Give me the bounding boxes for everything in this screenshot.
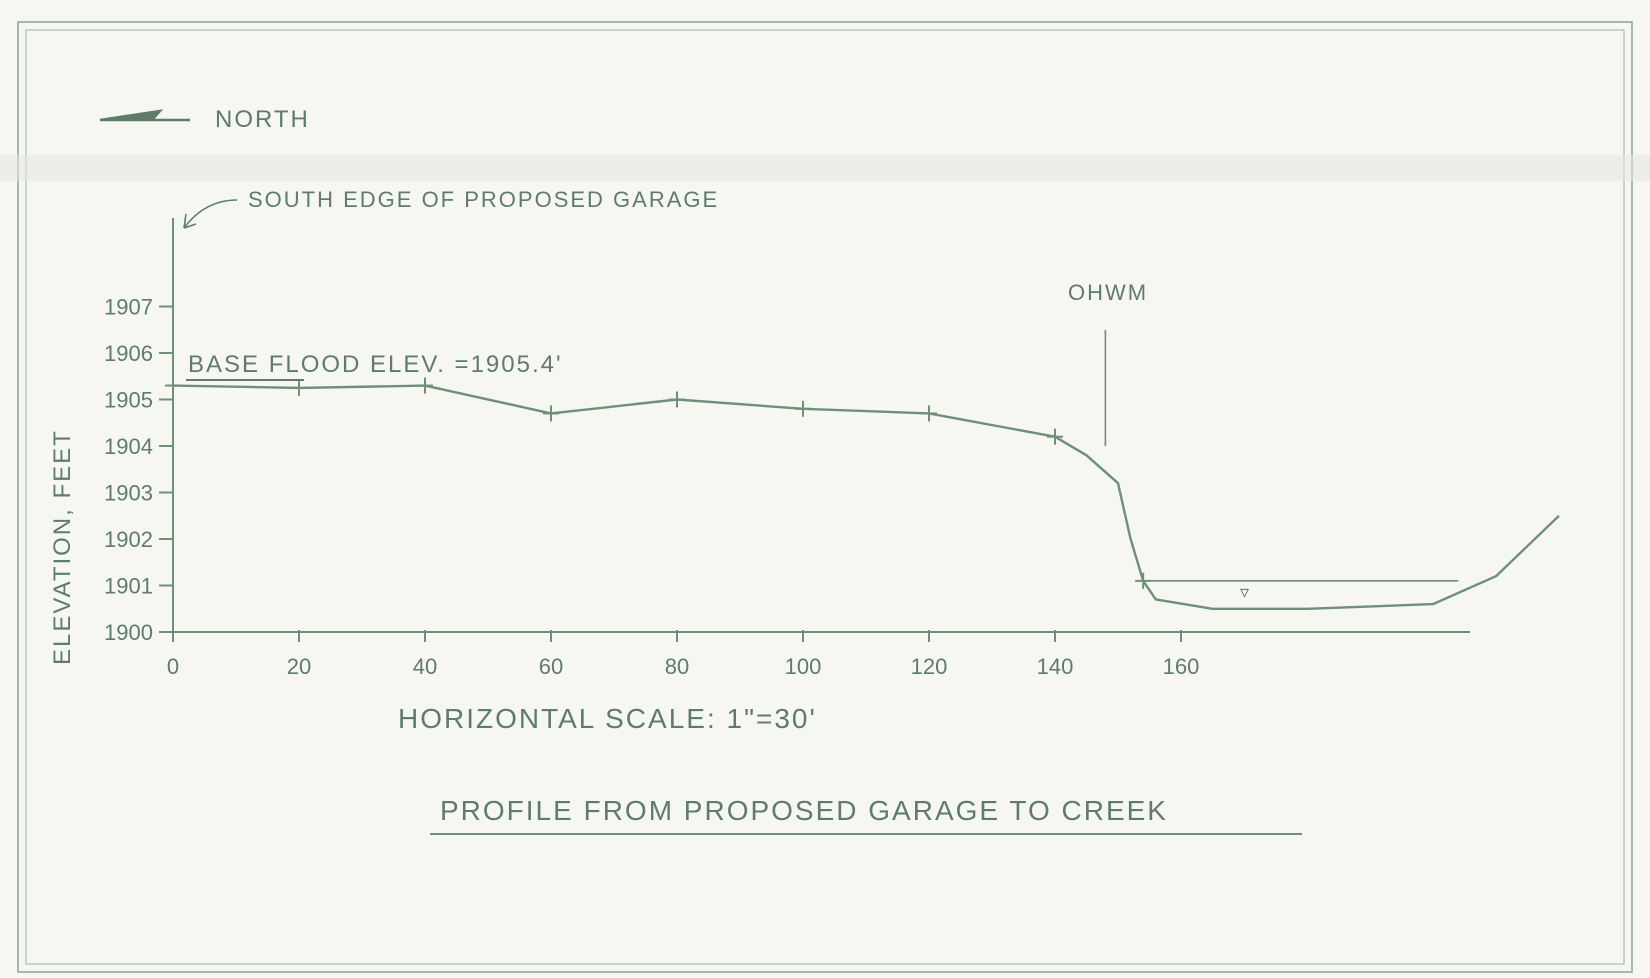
axes [172, 218, 1470, 638]
garage-note-text: SOUTH EDGE OF PROPOSED GARAGE [248, 187, 719, 212]
profile-chart: ELEVATION, FEET 0 20 40 60 80 100 120 140 160 190… [49, 218, 1560, 734]
x-tick-label: 100 [785, 654, 822, 679]
ticks: 0 20 40 60 80 100 120 140 160 1900 1901 1902 1903 190… [104, 295, 1199, 680]
survey-point [1135, 572, 1152, 589]
survey-point [543, 405, 559, 422]
water-symbol-icon: ▿ [1240, 582, 1249, 602]
survey-point [921, 405, 937, 422]
y-tick-label: 1905 [104, 388, 153, 413]
survey-point [165, 377, 181, 394]
x-tick-label: 20 [287, 654, 311, 679]
ohwm-label: OHWM [1068, 280, 1148, 305]
ground-profile [172, 384, 1560, 610]
north-arrow: NORTH [99, 106, 310, 133]
x-tick-label: 120 [911, 654, 948, 679]
x-tick-label: 80 [665, 654, 689, 679]
y-tick-label: 1906 [104, 341, 153, 366]
y-tick-label: 1903 [104, 481, 153, 506]
y-tick-label: 1902 [104, 527, 153, 552]
title-text: PROFILE FROM PROPOSED GARAGE TO CREEK [440, 795, 1168, 826]
garage-note: SOUTH EDGE OF PROPOSED GARAGE [183, 187, 719, 229]
y-tick-label: 1904 [104, 434, 153, 459]
x-tick-label: 40 [413, 654, 437, 679]
reference-lines [1104, 330, 1459, 582]
x-tick-label: 140 [1037, 654, 1074, 679]
survey-point [291, 379, 307, 396]
x-tick-label: 160 [1163, 654, 1200, 679]
survey-point [669, 391, 685, 408]
drawing-title: PROFILE FROM PROPOSED GARAGE TO CREEK [430, 795, 1302, 835]
y-tick-label: 1907 [104, 295, 153, 320]
north-label: NORTH [215, 106, 310, 133]
survey-point [1047, 428, 1063, 445]
y-tick-label: 1901 [104, 574, 153, 599]
x-axis-label: HORIZONTAL SCALE: 1"=30' [398, 703, 817, 734]
y-axis-label: ELEVATION, FEET [49, 429, 76, 665]
x-tick-label: 60 [539, 654, 563, 679]
x-tick-label: 0 [167, 654, 179, 679]
survey-point [795, 400, 811, 417]
survey-points [165, 377, 1152, 589]
y-tick-label: 1900 [104, 620, 153, 645]
ground-profile-line [172, 384, 1560, 610]
bfe-label: BASE FLOOD ELEV. =1905.4' [188, 351, 563, 378]
outer-border [17, 21, 1633, 973]
north-arrow-icon [99, 109, 190, 122]
leader-arrow-icon [183, 199, 238, 229]
inner-border [25, 29, 1625, 965]
fold-crease [0, 155, 1650, 181]
survey-point [417, 377, 433, 394]
